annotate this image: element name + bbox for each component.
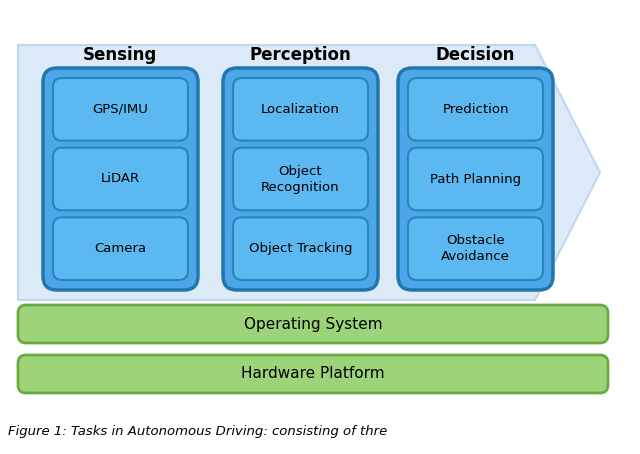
- FancyBboxPatch shape: [53, 148, 188, 210]
- Text: Decision: Decision: [435, 46, 515, 64]
- FancyBboxPatch shape: [233, 78, 368, 141]
- FancyBboxPatch shape: [398, 68, 553, 290]
- Text: Sensing: Sensing: [83, 46, 157, 64]
- Text: LiDAR: LiDAR: [101, 173, 140, 186]
- Text: Localization: Localization: [261, 103, 340, 116]
- FancyBboxPatch shape: [18, 355, 608, 393]
- FancyBboxPatch shape: [408, 148, 543, 210]
- Text: Path Planning: Path Planning: [430, 173, 521, 186]
- Text: Perception: Perception: [249, 46, 351, 64]
- FancyBboxPatch shape: [53, 217, 188, 280]
- FancyBboxPatch shape: [233, 148, 368, 210]
- FancyBboxPatch shape: [408, 217, 543, 280]
- FancyBboxPatch shape: [53, 78, 188, 141]
- FancyBboxPatch shape: [223, 68, 378, 290]
- Text: Obstacle
Avoidance: Obstacle Avoidance: [441, 234, 510, 263]
- Text: Object
Recognition: Object Recognition: [261, 164, 340, 193]
- Text: Operating System: Operating System: [244, 316, 382, 331]
- Polygon shape: [18, 45, 600, 300]
- FancyBboxPatch shape: [233, 217, 368, 280]
- Text: Hardware Platform: Hardware Platform: [241, 366, 385, 381]
- Text: Camera: Camera: [95, 242, 147, 255]
- Text: Prediction: Prediction: [442, 103, 509, 116]
- FancyBboxPatch shape: [408, 78, 543, 141]
- FancyBboxPatch shape: [43, 68, 198, 290]
- Text: Object Tracking: Object Tracking: [249, 242, 352, 255]
- FancyBboxPatch shape: [18, 305, 608, 343]
- Text: Figure 1: Tasks in Autonomous Driving: consisting of thre: Figure 1: Tasks in Autonomous Driving: c…: [8, 425, 387, 439]
- Text: GPS/IMU: GPS/IMU: [93, 103, 148, 116]
